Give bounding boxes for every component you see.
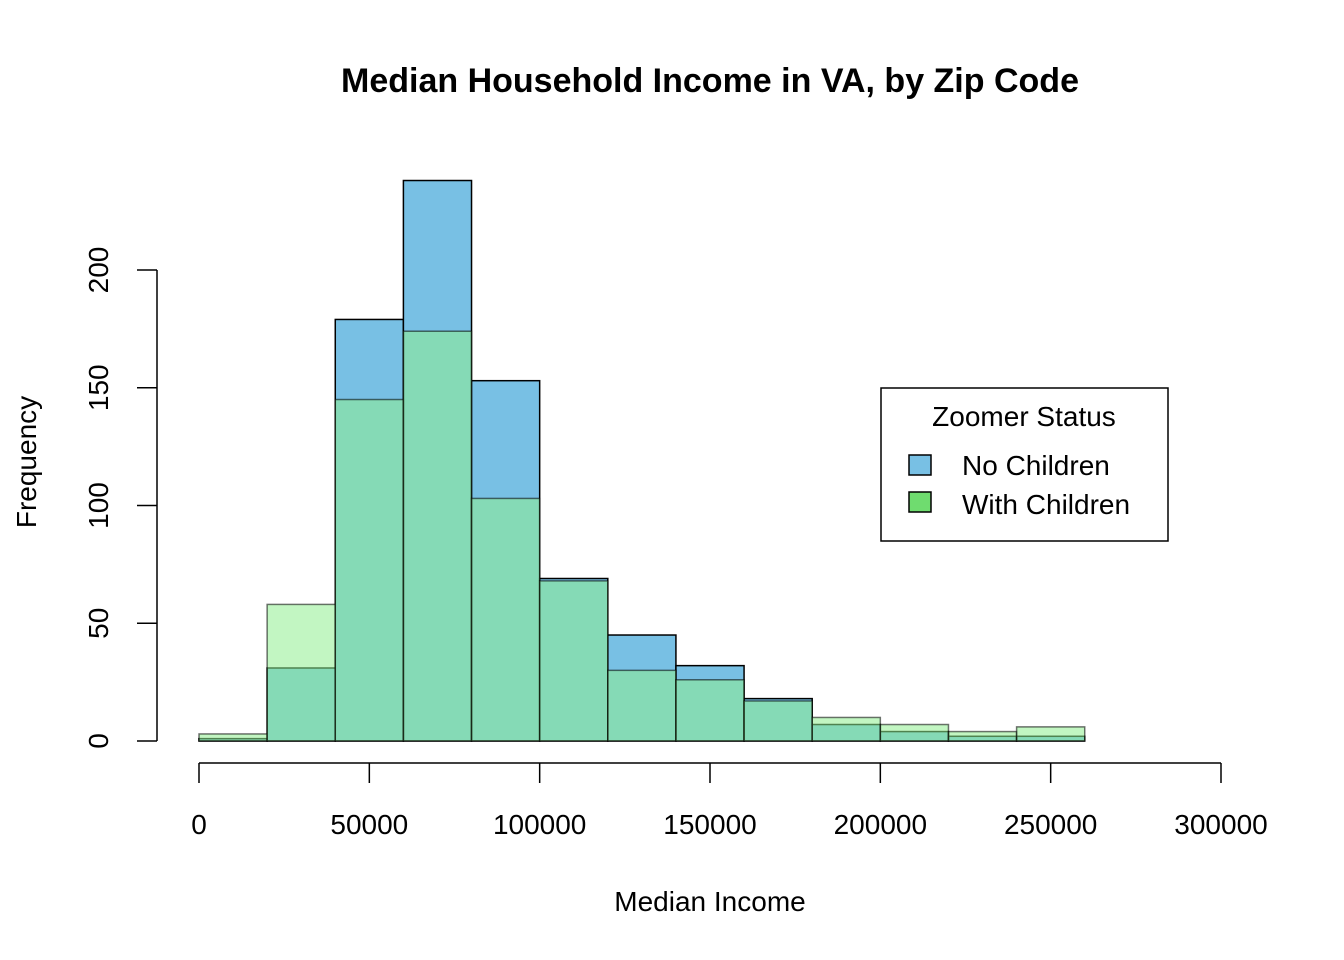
y-tick-label: 100: [83, 482, 114, 529]
x-tick-label: 300000: [1174, 809, 1267, 840]
y-tick-label: 150: [83, 364, 114, 411]
bar-with-children: [675, 679, 745, 742]
bar-with-children: [743, 700, 813, 742]
x-tick-label: 100000: [493, 809, 586, 840]
bar-with-children: [879, 723, 950, 742]
bar-with-children: [607, 669, 677, 742]
bar-with-children: [334, 398, 405, 742]
legend-swatch-with-children: [908, 491, 932, 513]
y-tick-label: 0: [83, 733, 114, 749]
chart-title: Median Household Income in VA, by Zip Co…: [341, 62, 1079, 100]
legend-label-with-children: With Children: [962, 489, 1130, 520]
x-tick-label: 50000: [330, 809, 408, 840]
x-tick-label: 0: [191, 809, 207, 840]
legend-title: Zoomer Status: [932, 401, 1116, 432]
bar-with-children: [538, 580, 609, 742]
bar-with-children: [470, 497, 541, 742]
y-tick-label: 50: [83, 608, 114, 639]
y-axis-label: Frequency: [11, 396, 42, 528]
x-axis-label: Median Income: [614, 886, 805, 917]
axes-group: 0 50000 100000 150000 200000 250000 300000 0 50 1…: [83, 247, 1268, 840]
bar-with-children: [198, 733, 268, 742]
legend-label-no-children: No Children: [962, 450, 1110, 481]
bars-group: [198, 179, 1086, 742]
x-tick-label: 200000: [834, 809, 927, 840]
x-tick-label: 250000: [1004, 809, 1097, 840]
bar-with-children: [266, 603, 337, 742]
bar-with-children: [811, 716, 882, 742]
x-tick-label: 150000: [663, 809, 756, 840]
legend-swatch-no-children: [908, 454, 932, 476]
bar-with-children: [947, 730, 1018, 742]
legend: Zoomer Status No Children With Children: [880, 387, 1169, 542]
y-tick-label: 200: [83, 247, 114, 294]
bar-with-children: [402, 330, 473, 742]
bar-with-children: [1015, 726, 1086, 742]
